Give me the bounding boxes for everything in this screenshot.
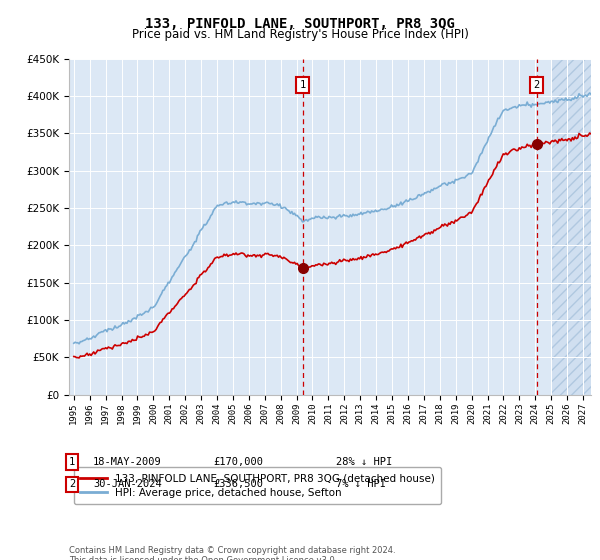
Text: Contains HM Land Registry data © Crown copyright and database right 2024.
This d: Contains HM Land Registry data © Crown c… [69, 546, 395, 560]
Text: 1: 1 [69, 457, 75, 467]
Text: 133, PINFOLD LANE, SOUTHPORT, PR8 3QG: 133, PINFOLD LANE, SOUTHPORT, PR8 3QG [145, 17, 455, 31]
Text: 7% ↓ HPI: 7% ↓ HPI [336, 479, 386, 489]
Text: 2: 2 [533, 80, 539, 90]
Text: Price paid vs. HM Land Registry's House Price Index (HPI): Price paid vs. HM Land Registry's House … [131, 28, 469, 41]
Text: £170,000: £170,000 [213, 457, 263, 467]
Text: 1: 1 [299, 80, 306, 90]
Text: 28% ↓ HPI: 28% ↓ HPI [336, 457, 392, 467]
Text: £336,500: £336,500 [213, 479, 263, 489]
Legend: 133, PINFOLD LANE, SOUTHPORT, PR8 3QG (detached house), HPI: Average price, deta: 133, PINFOLD LANE, SOUTHPORT, PR8 3QG (d… [74, 467, 441, 504]
Text: 30-JAN-2024: 30-JAN-2024 [93, 479, 162, 489]
Text: 18-MAY-2009: 18-MAY-2009 [93, 457, 162, 467]
Text: 2: 2 [69, 479, 75, 489]
